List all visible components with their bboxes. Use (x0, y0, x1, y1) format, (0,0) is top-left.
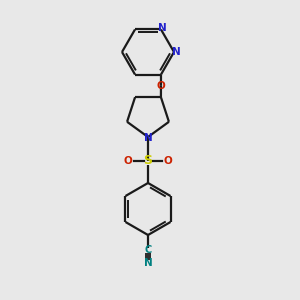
Text: O: O (124, 156, 132, 166)
Text: N: N (172, 47, 180, 57)
Text: O: O (157, 81, 165, 91)
Text: O: O (164, 156, 172, 166)
Text: N: N (144, 258, 152, 268)
Text: N: N (158, 23, 166, 34)
Text: C: C (144, 245, 152, 255)
Text: N: N (144, 133, 152, 143)
Text: S: S (143, 154, 152, 167)
